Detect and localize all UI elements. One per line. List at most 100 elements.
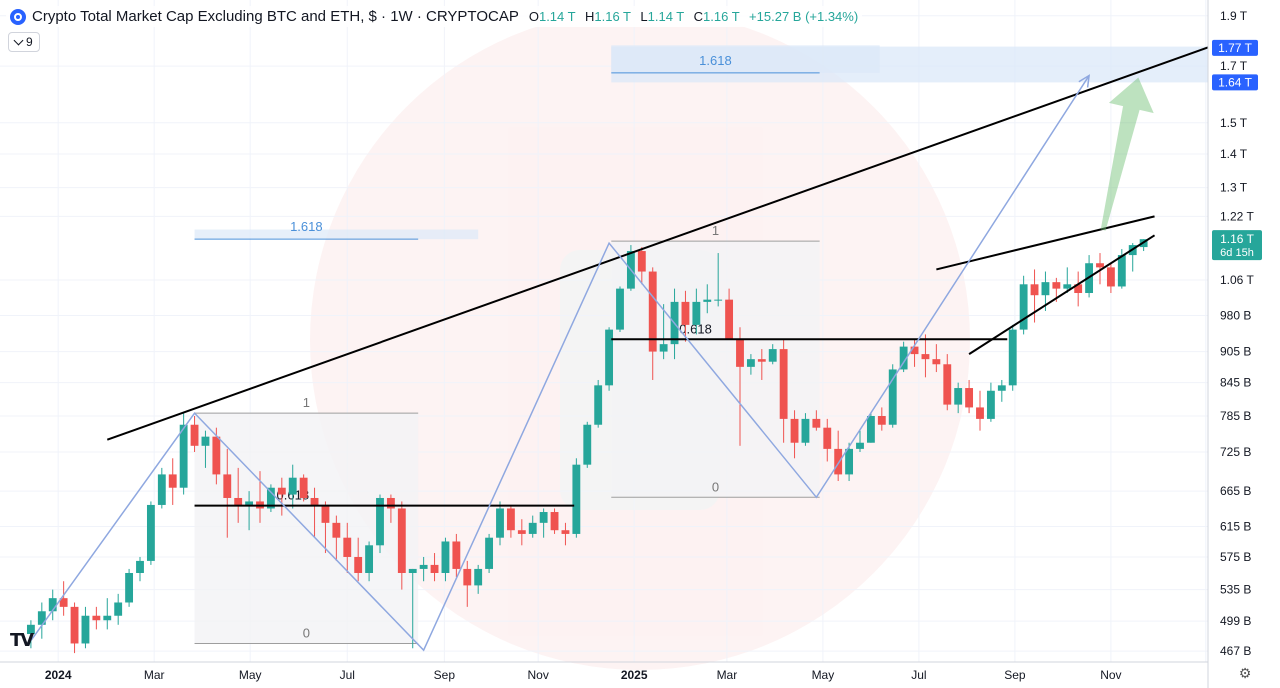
candle-body — [201, 436, 210, 446]
candle-body — [397, 508, 406, 573]
candle-body — [408, 568, 417, 573]
time-tick-label: Jul — [911, 668, 926, 682]
price-tick-label: 1.5 T — [1220, 116, 1248, 130]
candle-body — [834, 448, 843, 475]
candle-body — [866, 415, 875, 443]
candle-body — [986, 390, 995, 419]
candle-body — [703, 299, 712, 302]
indicator-count: 9 — [26, 35, 33, 49]
candle-body — [659, 344, 668, 352]
high-value: 1.16 T — [594, 9, 631, 24]
chart-header: Crypto Total Market Cap Excluding BTC an… — [6, 6, 863, 27]
candle-body — [681, 301, 690, 325]
candle-body — [572, 464, 581, 534]
candle-body — [299, 477, 308, 498]
candle-body — [146, 504, 155, 561]
countdown-label: 6d 15h — [1220, 247, 1254, 259]
candle-body — [1052, 282, 1061, 289]
wedge-lower — [968, 234, 1156, 355]
candle-body — [496, 508, 504, 538]
candle-body — [70, 606, 79, 644]
price-tick-label: 725 B — [1220, 445, 1251, 459]
candle-body — [441, 541, 450, 573]
candle-body — [157, 474, 166, 505]
candle-body — [125, 572, 134, 603]
candle-body — [114, 602, 123, 616]
price-tick-label: 1.22 T — [1220, 209, 1254, 223]
close-label: C — [693, 9, 704, 24]
candle-body — [321, 504, 330, 523]
candle-body — [921, 354, 930, 360]
candle-body — [954, 388, 963, 405]
candle-body — [266, 487, 275, 509]
price-tick-label: 845 B — [1220, 376, 1251, 390]
candle-body — [354, 556, 363, 573]
candle-body — [474, 568, 483, 586]
green-up-arrow[interactable] — [1100, 77, 1154, 231]
time-tick-label: Nov — [1100, 668, 1121, 682]
projection-line — [30, 75, 1090, 652]
candle-body — [332, 522, 341, 538]
close-value: 1.16 T — [703, 9, 740, 24]
projection-path[interactable] — [30, 74, 1091, 652]
price-tick-label: 615 B — [1220, 520, 1251, 534]
candle-body — [48, 598, 57, 612]
candle-body — [223, 474, 232, 498]
high-label: H — [584, 9, 595, 24]
open-value: 1.14 T — [538, 9, 576, 24]
time-axis[interactable]: 2024 Mar May Jul Sep Nov 2025 Mar May Jul Sep Nov — [0, 661, 1208, 682]
price-tick-label: 1.06 T — [1220, 273, 1254, 287]
symbol-title[interactable]: Crypto Total Market Cap Excluding BTC an… — [32, 8, 519, 25]
fib-label-0: 0 — [712, 479, 719, 494]
candle-body — [463, 568, 472, 586]
time-tick-label: May — [812, 668, 835, 682]
candle-body — [856, 442, 864, 449]
chevron-down-icon — [13, 35, 24, 46]
price-tick-label: 1.9 T — [1220, 9, 1248, 23]
candle-body — [136, 560, 144, 573]
price-tag-label: 1.64 T — [1218, 75, 1252, 89]
price-tick-label: 1.3 T — [1220, 181, 1248, 195]
gear-icon[interactable]: ⚙ — [1238, 665, 1252, 681]
time-tick-label: 2025 — [621, 668, 648, 682]
price-axis[interactable]: 1.9 T 1.7 T 1.5 T 1.4 T 1.3 T 1.22 T 1.06 T 980… — [1207, 0, 1280, 688]
candle-body — [386, 497, 395, 509]
price-tick-label: 785 B — [1220, 409, 1251, 423]
price-tick-label: 1.7 T — [1220, 59, 1248, 73]
time-tick-label: Sep — [1004, 668, 1026, 682]
candle-body — [1106, 267, 1115, 287]
candle-body — [812, 418, 821, 428]
candle-body — [517, 530, 526, 534]
candle-body — [790, 418, 799, 443]
candle-body — [234, 497, 243, 505]
candle-body — [550, 512, 559, 531]
candle-body — [823, 427, 832, 449]
time-tick-label: Nov — [528, 668, 549, 682]
current-price-label: 1.16 T — [1220, 232, 1254, 246]
candle-body — [1019, 284, 1028, 330]
candle-body — [648, 271, 657, 352]
price-axis-bg — [1208, 0, 1280, 688]
green-arrow-shape — [1100, 77, 1154, 231]
candle-body — [736, 339, 744, 367]
time-tick-label: 2024 — [45, 668, 72, 682]
candle-body — [845, 448, 854, 475]
indicators-toggle-button[interactable]: 9 — [8, 32, 40, 52]
fib-label-1: 1 — [303, 395, 310, 410]
open-label: O — [528, 9, 539, 24]
price-tick-label: 1.4 T — [1220, 147, 1248, 161]
candle-body — [245, 501, 254, 505]
price-tick-label: 980 B — [1220, 309, 1251, 323]
time-tick-label: May — [239, 668, 262, 682]
candle-body — [932, 359, 941, 365]
candle-body — [943, 364, 952, 405]
candle-body — [26, 624, 35, 635]
candle-body — [81, 615, 90, 644]
fib-range-box — [611, 241, 820, 498]
candle-body — [997, 385, 1006, 391]
change-value: +15.27 B (+1.34%) — [749, 9, 859, 24]
trendlines[interactable] — [106, 0, 1280, 507]
candle-body — [1008, 329, 1017, 386]
fib-ext-zone — [194, 229, 479, 240]
